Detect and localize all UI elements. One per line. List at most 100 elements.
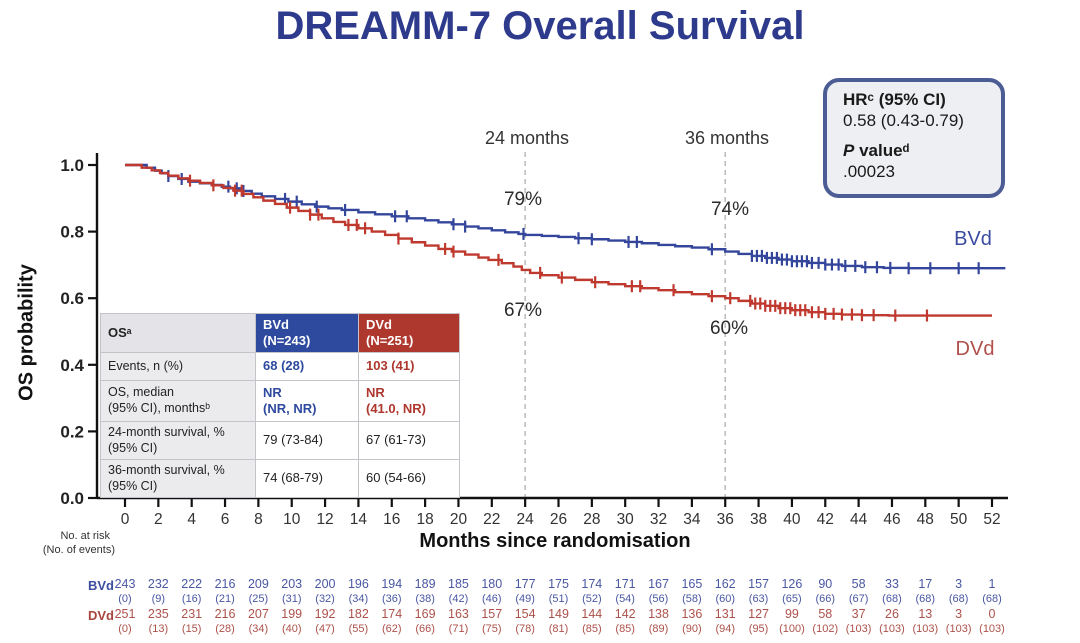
at-risk-count: 163 [448,607,469,621]
at-risk-count: 162 [714,577,736,591]
risk-cell-bvd-month-16: 194 (36) [369,577,415,605]
stats-row-os-median: OS, median (95% CI), monthsᵇ NR (NR, NR) N… [100,380,460,422]
risk-cell-dvd-month-44: 37 (103) [836,607,882,635]
at-risk-count: 243 [114,577,136,591]
risk-cell-bvd-month-24: 177 (49) [502,577,548,605]
risk-row-label-bvd: BVd [88,578,114,593]
risk-cell-dvd-month-26: 149 (81) [536,607,582,635]
x-tick-label: 48 [917,511,934,528]
event-count: (42) [448,592,469,605]
x-tick-label: 46 [883,511,900,528]
y-axis-title: OS probability [15,264,38,401]
risk-cell-dvd-month-46: 26 (103) [869,607,915,635]
at-risk-count: 232 [147,577,169,591]
page-title: DREAMM-7 Overall Survival [275,4,805,48]
risk-cell-dvd-month-2: 235 (13) [135,607,181,635]
event-count: (49) [515,592,535,605]
p-italic: P [843,141,855,160]
x-tick-label: 36 [717,511,734,528]
event-count: (68) [915,592,936,605]
at-risk-count: 185 [448,577,469,591]
y-tick-label: 1.0 [60,156,84,175]
event-count: (16) [181,592,202,605]
event-count: (68) [982,592,1002,605]
x-tick-label: 12 [316,511,333,528]
at-risk-count: 222 [181,577,203,591]
risk-table-note-line1: No. at risk [60,530,110,542]
risk-cell-dvd-month-10: 199 (40) [269,607,315,635]
at-risk-count: 171 [614,577,636,591]
p-value-label: P valueᵈ [843,141,1001,161]
event-count: (103) [879,622,905,635]
risk-cell-bvd-month-2: 232 (9) [135,577,181,605]
risk-cell-dvd-month-4: 231 (15) [169,607,215,635]
stats-header-os: OSᵃ [100,313,256,353]
event-count: (95) [748,622,769,635]
event-count: (68) [882,592,902,605]
risk-cell-dvd-month-24: 154 (78) [502,607,548,635]
event-count: (28) [215,622,235,635]
risk-cell-bvd-month-26: 175 (51) [536,577,582,605]
y-tick-label: 0.8 [60,223,84,242]
event-count: (103) [845,622,872,635]
at-risk-count: 196 [347,577,369,591]
x-tick-label: 38 [750,511,767,528]
at-risk-count: 127 [748,607,769,621]
risk-cell-dvd-month-50: 3 (103) [936,607,982,635]
x-axis-title: Months since randomisation [419,530,691,552]
at-risk-count: 192 [314,607,336,621]
at-risk-count: 167 [648,577,669,591]
event-count: (54) [615,592,635,605]
risk-cell-bvd-month-30: 171 (54) [602,577,648,605]
risk-cell-bvd-month-36: 162 (60) [702,577,748,605]
at-risk-count: 126 [781,577,803,591]
risk-cell-bvd-month-42: 90 (66) [802,577,848,605]
event-count: (63) [748,592,769,605]
event-count: (13) [148,622,169,635]
risk-cell-bvd-month-40: 126 (65) [769,577,815,605]
at-risk-count: 189 [414,577,436,591]
event-count: (60) [715,592,735,605]
event-count: (102) [812,622,839,635]
event-count: (0) [118,592,132,605]
event-count: (66) [815,592,836,605]
at-risk-count: 216 [214,577,236,591]
risk-cell-bvd-month-22: 180 (46) [469,577,515,605]
at-risk-count: 149 [548,607,569,621]
at-risk-count: 157 [481,607,503,621]
p-rest: valueᵈ [854,141,910,160]
x-tick-label: 18 [416,511,433,528]
p-value: .00023 [843,162,895,181]
event-count: (94) [715,622,735,635]
at-risk-count: 209 [247,577,269,591]
ref-line-label-36-months: 36 months [684,128,770,148]
at-risk-count: 231 [181,607,203,621]
dvd-36-month-percent: 60% [709,318,749,339]
event-count: (75) [482,622,502,635]
event-count: (56) [648,592,669,605]
event-count: (40) [281,622,302,635]
hr-label: HRᶜ (95% CI) [843,90,946,109]
x-tick-label: 42 [817,511,834,528]
event-count: (103) [912,622,939,635]
event-count: (46) [482,592,502,605]
event-count: (34) [348,592,369,605]
dvd-24-month-percent: 67% [503,300,543,321]
event-count: (0) [118,622,132,635]
risk-cell-dvd-month-20: 163 (71) [435,607,481,635]
risk-cell-dvd-month-8: 207 (34) [235,607,281,635]
x-tick-label: 16 [383,511,400,528]
at-risk-count: 174 [581,577,603,591]
event-count: (34) [248,622,269,635]
at-risk-count: 200 [314,577,336,591]
risk-cell-dvd-month-34: 136 (90) [669,607,715,635]
risk-cell-bvd-month-12: 200 (32) [302,577,348,605]
x-tick-label: 22 [483,511,500,528]
at-risk-count: 194 [381,577,403,591]
at-risk-count: 180 [481,577,503,591]
risk-row-label-dvd: DVd [88,608,114,623]
y-tick-label: 0.6 [60,289,84,308]
risk-cell-bvd-month-8: 209 (25) [235,577,281,605]
risk-cell-bvd-month-10: 203 (31) [269,577,315,605]
stats-row-36-month: 36-month survival, % (95% CI) 74 (68-79) … [100,459,460,498]
